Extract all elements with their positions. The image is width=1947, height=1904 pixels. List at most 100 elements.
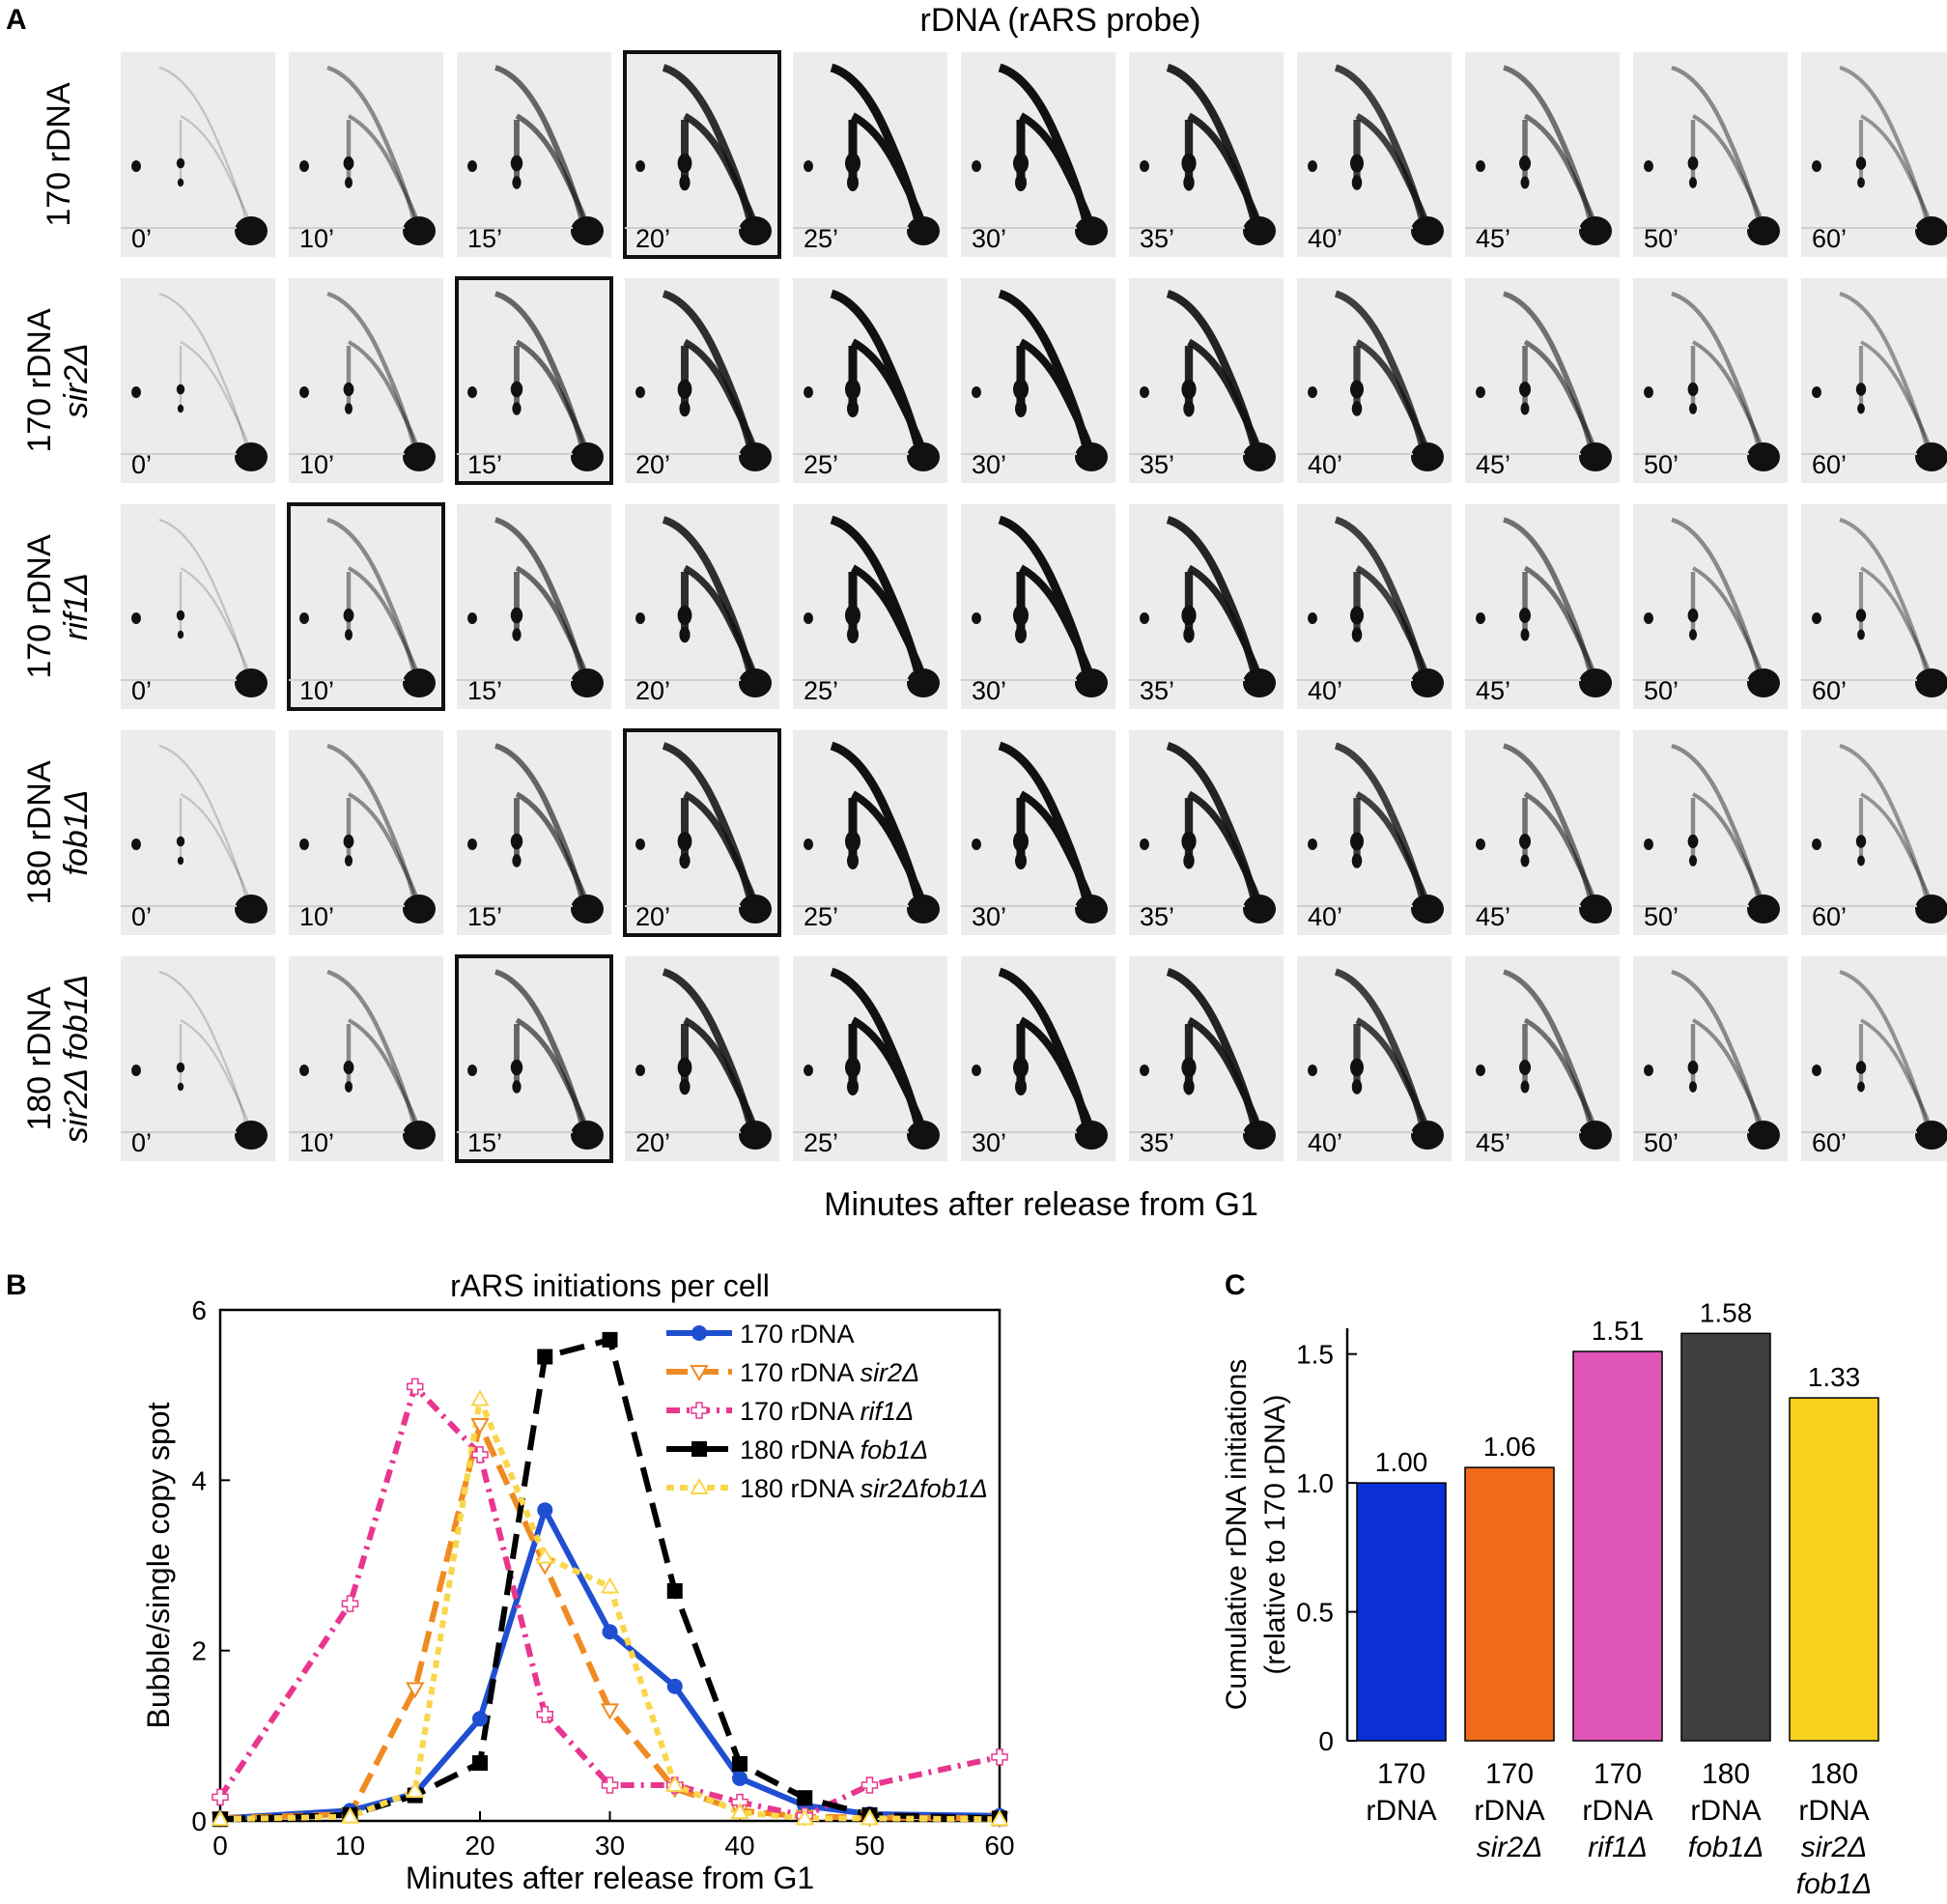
- legend-label: 180 rDNA fob1Δ: [740, 1435, 928, 1464]
- time-label: 20’: [635, 1128, 671, 1157]
- gel-blot-image: [1465, 65, 1612, 245]
- gel-blot-image: [457, 291, 604, 471]
- data-point: [861, 1776, 879, 1794]
- gel-blot: 35’: [1129, 730, 1284, 935]
- x-tick-label: 50: [855, 1831, 885, 1861]
- gel-blot: 45’: [1465, 956, 1620, 1161]
- time-label: 30’: [972, 450, 1007, 479]
- y-tick-label: 4: [191, 1465, 207, 1495]
- data-point: [341, 1595, 359, 1612]
- gel-blot: 60’: [1801, 504, 1947, 709]
- legend-marker: [690, 1477, 709, 1494]
- bar: [1464, 1466, 1555, 1742]
- category-label: rDNA: [1798, 1795, 1869, 1827]
- gel-blot-image: [793, 967, 940, 1150]
- gel-blot: 20’: [625, 956, 779, 1161]
- category-label: sir2Δ: [1801, 1832, 1867, 1863]
- time-label: 0’: [131, 1128, 153, 1157]
- category-label: fob1Δ: [1688, 1832, 1764, 1863]
- gel-blot-image: [961, 967, 1108, 1150]
- gel-blot: 0’: [121, 504, 275, 709]
- legend-marker: [691, 1325, 707, 1341]
- gel-blot-image: [1297, 516, 1444, 697]
- data-point: [470, 1389, 490, 1407]
- time-label: 25’: [804, 450, 839, 479]
- gel-blot: 10’: [287, 502, 445, 711]
- gel-blot: 45’: [1465, 52, 1620, 257]
- gel-blot-image: [793, 741, 940, 924]
- gel-blot: 0’: [121, 52, 275, 257]
- data-point: [212, 1788, 229, 1806]
- data-point: [666, 1678, 683, 1694]
- time-label: 40’: [1308, 902, 1343, 931]
- gel-blot: 0’: [121, 278, 275, 483]
- category-label: rDNA: [1366, 1795, 1436, 1827]
- gel-blot-image: [121, 744, 268, 924]
- category-label: 180: [1810, 1758, 1858, 1790]
- category-label: sir2Δ: [1477, 1832, 1542, 1863]
- time-label: 25’: [804, 1128, 839, 1157]
- time-label: 15’: [467, 902, 503, 931]
- data-point: [472, 1755, 488, 1772]
- gel-blot: 35’: [1129, 52, 1284, 257]
- gel-blot: 30’: [961, 278, 1115, 483]
- gel-blot-image: [793, 515, 940, 697]
- y-tick-label: 0: [191, 1806, 207, 1836]
- gel-blot-image: [1801, 744, 1947, 924]
- x-tick-label: 10: [335, 1831, 365, 1861]
- gel-blot-image: [1801, 66, 1947, 245]
- y-tick-label: 0.5: [1296, 1598, 1334, 1628]
- gel-blot-image: [1129, 516, 1276, 697]
- data-point: [535, 1547, 554, 1564]
- legend-label: 180 rDNA sir2Δfob1Δ: [740, 1474, 988, 1503]
- data-point: [795, 1808, 814, 1826]
- time-label: 10’: [299, 450, 335, 479]
- time-label: 0’: [131, 902, 153, 931]
- gel-blot-image: [1801, 970, 1947, 1150]
- time-label: 35’: [1140, 902, 1175, 931]
- time-label: 20’: [635, 450, 671, 479]
- gel-blot: 15’: [455, 276, 613, 485]
- gel-blot-image: [961, 741, 1108, 924]
- gel-blot-image: [1129, 968, 1276, 1150]
- time-label: 60’: [1812, 902, 1848, 931]
- data-point: [406, 1781, 425, 1799]
- gel-blot-image: [961, 63, 1108, 245]
- data-point: [211, 1809, 230, 1827]
- time-label: 45’: [1476, 676, 1511, 705]
- data-point: [730, 1803, 749, 1820]
- x-tick-label: 30: [595, 1831, 625, 1861]
- gel-blot: 35’: [1129, 278, 1284, 483]
- time-label: 50’: [1644, 224, 1679, 253]
- y-axis-label: (relative to 170 rDNA): [1259, 1394, 1291, 1674]
- time-label: 40’: [1308, 676, 1343, 705]
- gel-blot-image: [625, 64, 772, 245]
- data-point: [666, 1582, 683, 1599]
- time-label: 50’: [1644, 450, 1679, 479]
- data-point: [602, 1624, 618, 1640]
- y-axis-label: Cumulative rDNA initiations: [1221, 1359, 1253, 1710]
- gel-blot: 30’: [961, 504, 1115, 709]
- gel-blot-image: [625, 290, 772, 471]
- gel-blot: 35’: [1129, 504, 1284, 709]
- gel-blot: 60’: [1801, 52, 1947, 257]
- gel-blot: 0’: [121, 730, 275, 935]
- time-label: 10’: [299, 902, 335, 931]
- gel-blot-image: [793, 63, 940, 245]
- gel-blot-image: [289, 65, 436, 245]
- time-label: 35’: [1140, 450, 1175, 479]
- gel-blot-image: [1465, 517, 1612, 697]
- data-point: [536, 1706, 553, 1723]
- time-label: 20’: [635, 676, 671, 705]
- gel-blot: 50’: [1633, 52, 1788, 257]
- gel-blot: 25’: [793, 504, 947, 709]
- gel-blot: 15’: [457, 52, 611, 257]
- gel-blot: 35’: [1129, 956, 1284, 1161]
- time-label: 30’: [972, 224, 1007, 253]
- time-label: 40’: [1308, 1128, 1343, 1157]
- legend-label: 170 rDNA: [740, 1320, 855, 1349]
- y-tick-label: 2: [191, 1636, 207, 1666]
- gel-blot-image: [1633, 291, 1780, 471]
- gel-blot-image: [1129, 742, 1276, 924]
